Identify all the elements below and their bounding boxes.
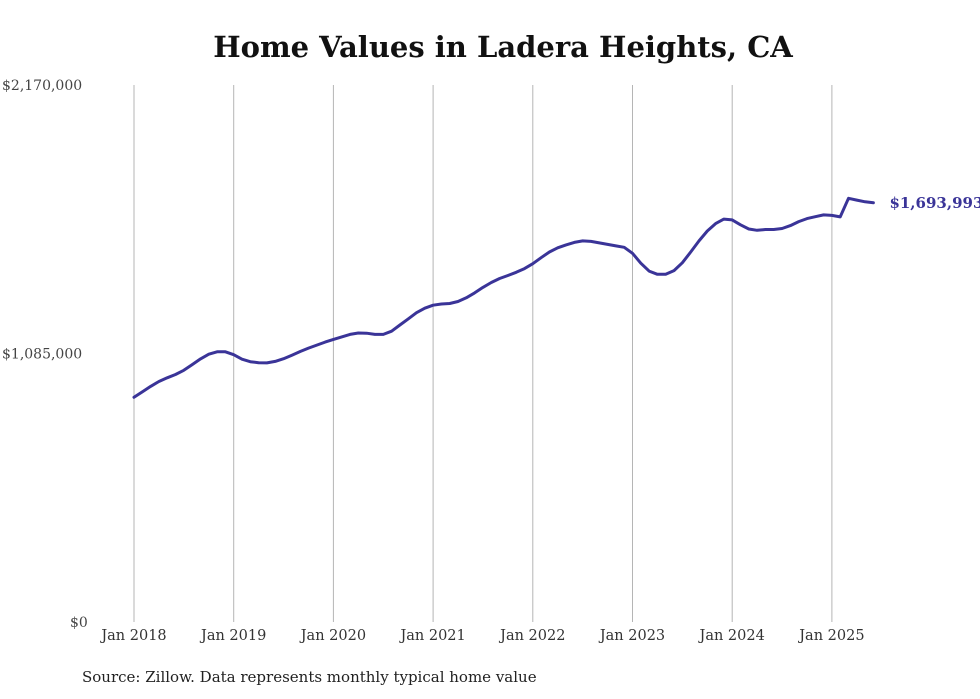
y-axis-ticks: $2,170,000 $1,085,000 $0	[2, 78, 88, 631]
x-tick-label: Jan 2025	[797, 628, 864, 644]
chart-source-note: Source: Zillow. Data represents monthly …	[82, 668, 537, 686]
x-tick-label: Jan 2020	[299, 628, 366, 644]
series-layer: $1,693,993	[132, 194, 980, 399]
x-tick-label: Jan 2018	[99, 628, 166, 644]
x-tick-label: Jan 2024	[698, 628, 765, 644]
x-tick-label: Jan 2022	[498, 628, 565, 644]
x-tick-label: Jan 2019	[199, 628, 266, 644]
x-tick-label: Jan 2023	[598, 628, 665, 644]
grid-layer	[133, 85, 833, 622]
chart-title: Home Values in Ladera Heights, CA	[213, 30, 793, 64]
y-tick-label: $2,170,000	[2, 78, 82, 94]
x-tick-label: Jan 2021	[398, 628, 465, 644]
end-value-label: $1,693,993	[889, 194, 980, 212]
y-tick-label: $0	[70, 615, 88, 631]
series-line	[132, 196, 875, 399]
x-axis-ticks: Jan 2018 Jan 2019 Jan 2020 Jan 2021 Jan 2022…	[99, 628, 864, 644]
y-tick-label: $1,085,000	[2, 347, 82, 363]
